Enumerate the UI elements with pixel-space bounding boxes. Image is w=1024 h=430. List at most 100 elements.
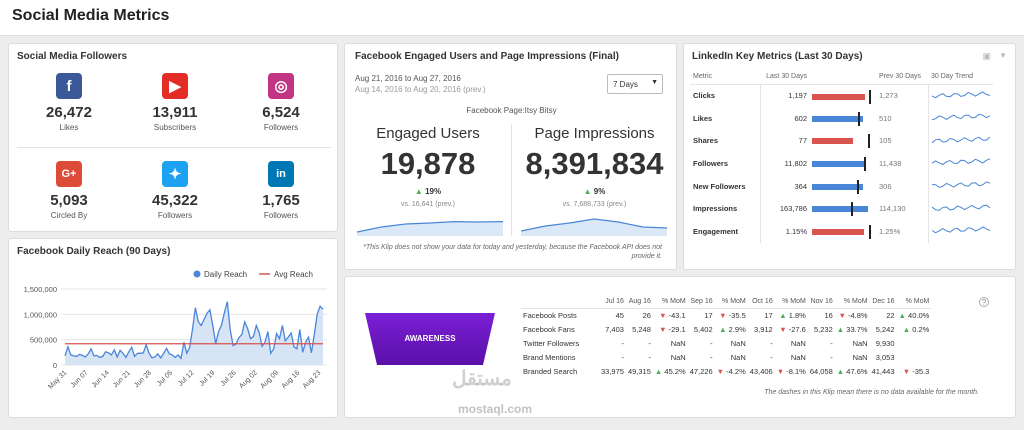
triangle-down-icon: ▼	[659, 324, 669, 334]
table-cell: ▲ 40.0%	[898, 310, 930, 320]
table-cell: ▲ 1.8%	[779, 310, 806, 320]
table-cell: ▼ -43.1	[659, 310, 686, 320]
column-header: Metric	[690, 70, 760, 85]
column-header: % MoM	[834, 295, 870, 309]
y-tick-label: 1,500,000	[24, 285, 57, 294]
trend-line	[931, 91, 990, 98]
table-row: Twitter Followers - - NaN - NaN - NaN - NaN 9,930	[521, 336, 931, 350]
column-header: 30 Day Trend	[928, 70, 993, 85]
table-cell: ▲ 45.2%	[654, 366, 686, 376]
top-bar: Social Media Metrics	[0, 0, 1024, 36]
metric-prev: 11,438	[879, 158, 902, 168]
sparkline-area	[357, 221, 503, 236]
table-cell: NaN	[852, 352, 868, 362]
range-select-value: 7 Days	[613, 80, 638, 89]
row-label: Facebook Fans	[523, 324, 575, 334]
trend-line	[931, 136, 990, 143]
triangle-down-icon: ▼	[838, 310, 848, 320]
bullet-marker	[851, 202, 854, 217]
metric-name: Impressions	[693, 204, 738, 214]
column-header: Oct 16	[747, 295, 775, 309]
metric-prev: 114,130	[879, 204, 906, 214]
follower-count: 5,093	[50, 192, 88, 209]
date-range: Aug 21, 2016 to Aug 27, 2016	[355, 74, 461, 83]
engaged-card: Facebook Engaged Users and Page Impressi…	[344, 43, 677, 270]
bullet-bar	[810, 107, 876, 130]
follower-stat: ▶ 13,911 Subscribers	[121, 73, 229, 132]
metric-name: Clicks	[693, 91, 716, 101]
table-cell: 3,912	[753, 324, 773, 334]
column-header: Aug 16	[625, 295, 653, 309]
awareness-header-row: Jul 16 Aug 16% MoM Sep 16% MoM Oct 16% MoM N…	[521, 295, 932, 309]
trend-sparkline	[927, 197, 993, 221]
help-icon[interactable]: ?	[979, 297, 989, 307]
bullet-bar	[810, 152, 876, 175]
table-row: Engagement 1.15% 1.25%	[690, 220, 993, 243]
follower-label: Followers	[263, 211, 299, 220]
awareness-label: AWARENESS	[404, 334, 456, 343]
trend-sparkline	[927, 106, 993, 130]
bullet-fill	[812, 206, 868, 213]
page-name: Facebook Page:Itsy Bitsy	[466, 106, 557, 115]
table-cell: 16	[824, 310, 833, 320]
column-header	[810, 70, 876, 85]
bullet-fill	[812, 138, 853, 145]
table-cell: 47,226	[689, 366, 713, 376]
x-tick-label: Aug 16	[281, 369, 302, 390]
impressions-delta: ▲ 9%	[583, 187, 606, 196]
table-row: Followers 11,802 11,438	[690, 152, 993, 175]
engaged-title: Facebook Engaged Users and Page Impressi…	[355, 51, 619, 62]
trend-line	[931, 158, 990, 166]
engaged-label: Engaged Users	[376, 125, 480, 142]
column-header: % MoM	[774, 295, 808, 309]
follower-label: Circled By	[50, 211, 88, 220]
column-header: % MoM	[896, 295, 932, 309]
table-cell: 49,315	[627, 366, 651, 376]
chevron-down-icon[interactable]: ▼	[999, 51, 1007, 60]
table-cell: ▼ -35.5	[719, 310, 746, 320]
trend-line	[931, 181, 990, 189]
table-cell: NaN	[730, 352, 746, 362]
table-row: Clicks 1,197 1,273	[690, 84, 993, 107]
metric-last: 364	[759, 174, 810, 198]
engaged-value: 19,878	[380, 146, 476, 181]
metric-last: 1,197	[759, 84, 810, 107]
column-header: % MoM	[652, 295, 688, 309]
table-cell: NaN	[730, 338, 746, 348]
range-select[interactable]: 7 Days ▼	[607, 74, 663, 94]
prev-date-range: Aug 14, 2016 to Aug 20, 2016 (prev.)	[355, 85, 486, 94]
bullet-marker	[858, 111, 861, 126]
impressions-label: Page Impressions	[534, 125, 655, 142]
table-cell: -	[830, 338, 833, 348]
triangle-down-icon: ▼	[776, 366, 787, 376]
google-plus-icon: G+	[56, 161, 82, 187]
x-tick-label: Jul 05	[156, 369, 174, 387]
x-tick-label: Jun 07	[70, 369, 90, 389]
bullet-fill	[812, 93, 866, 100]
table-cell: ▼ -4.2%	[716, 366, 746, 376]
comment-icon[interactable]: ▣	[982, 51, 991, 61]
metric-prev: 306	[879, 181, 892, 191]
row-label: Brand Mentions	[523, 352, 576, 362]
trend-line	[931, 204, 990, 211]
y-tick-label: 0	[53, 361, 57, 370]
chart-legend: Daily Reach Avg Reach	[193, 270, 313, 279]
metric-name: Followers	[693, 158, 729, 168]
column-header: Sep 16	[687, 295, 715, 309]
legend-label-avg: Avg Reach	[274, 270, 313, 279]
metric-last: 163,786	[759, 197, 810, 221]
daily-reach-line	[64, 301, 324, 360]
trend-sparkline	[927, 220, 993, 243]
follower-stat: ✦ 45,322 Followers	[121, 161, 229, 220]
metric-prev: 1.25%	[879, 226, 901, 236]
row-label: Facebook Posts	[523, 310, 577, 320]
table-cell: 9,930	[875, 338, 895, 348]
metric-name: Likes	[693, 113, 713, 123]
table-row: Impressions 163,786 114,130	[690, 197, 993, 221]
x-tick-label: Aug 09	[259, 369, 280, 390]
x-tick-label: Jun 21	[112, 369, 132, 389]
instagram-icon: ◎	[268, 73, 294, 99]
impressions-value: 8,391,834	[525, 146, 664, 181]
row-label: Twitter Followers	[523, 338, 580, 348]
youtube-icon: ▶	[162, 73, 188, 99]
